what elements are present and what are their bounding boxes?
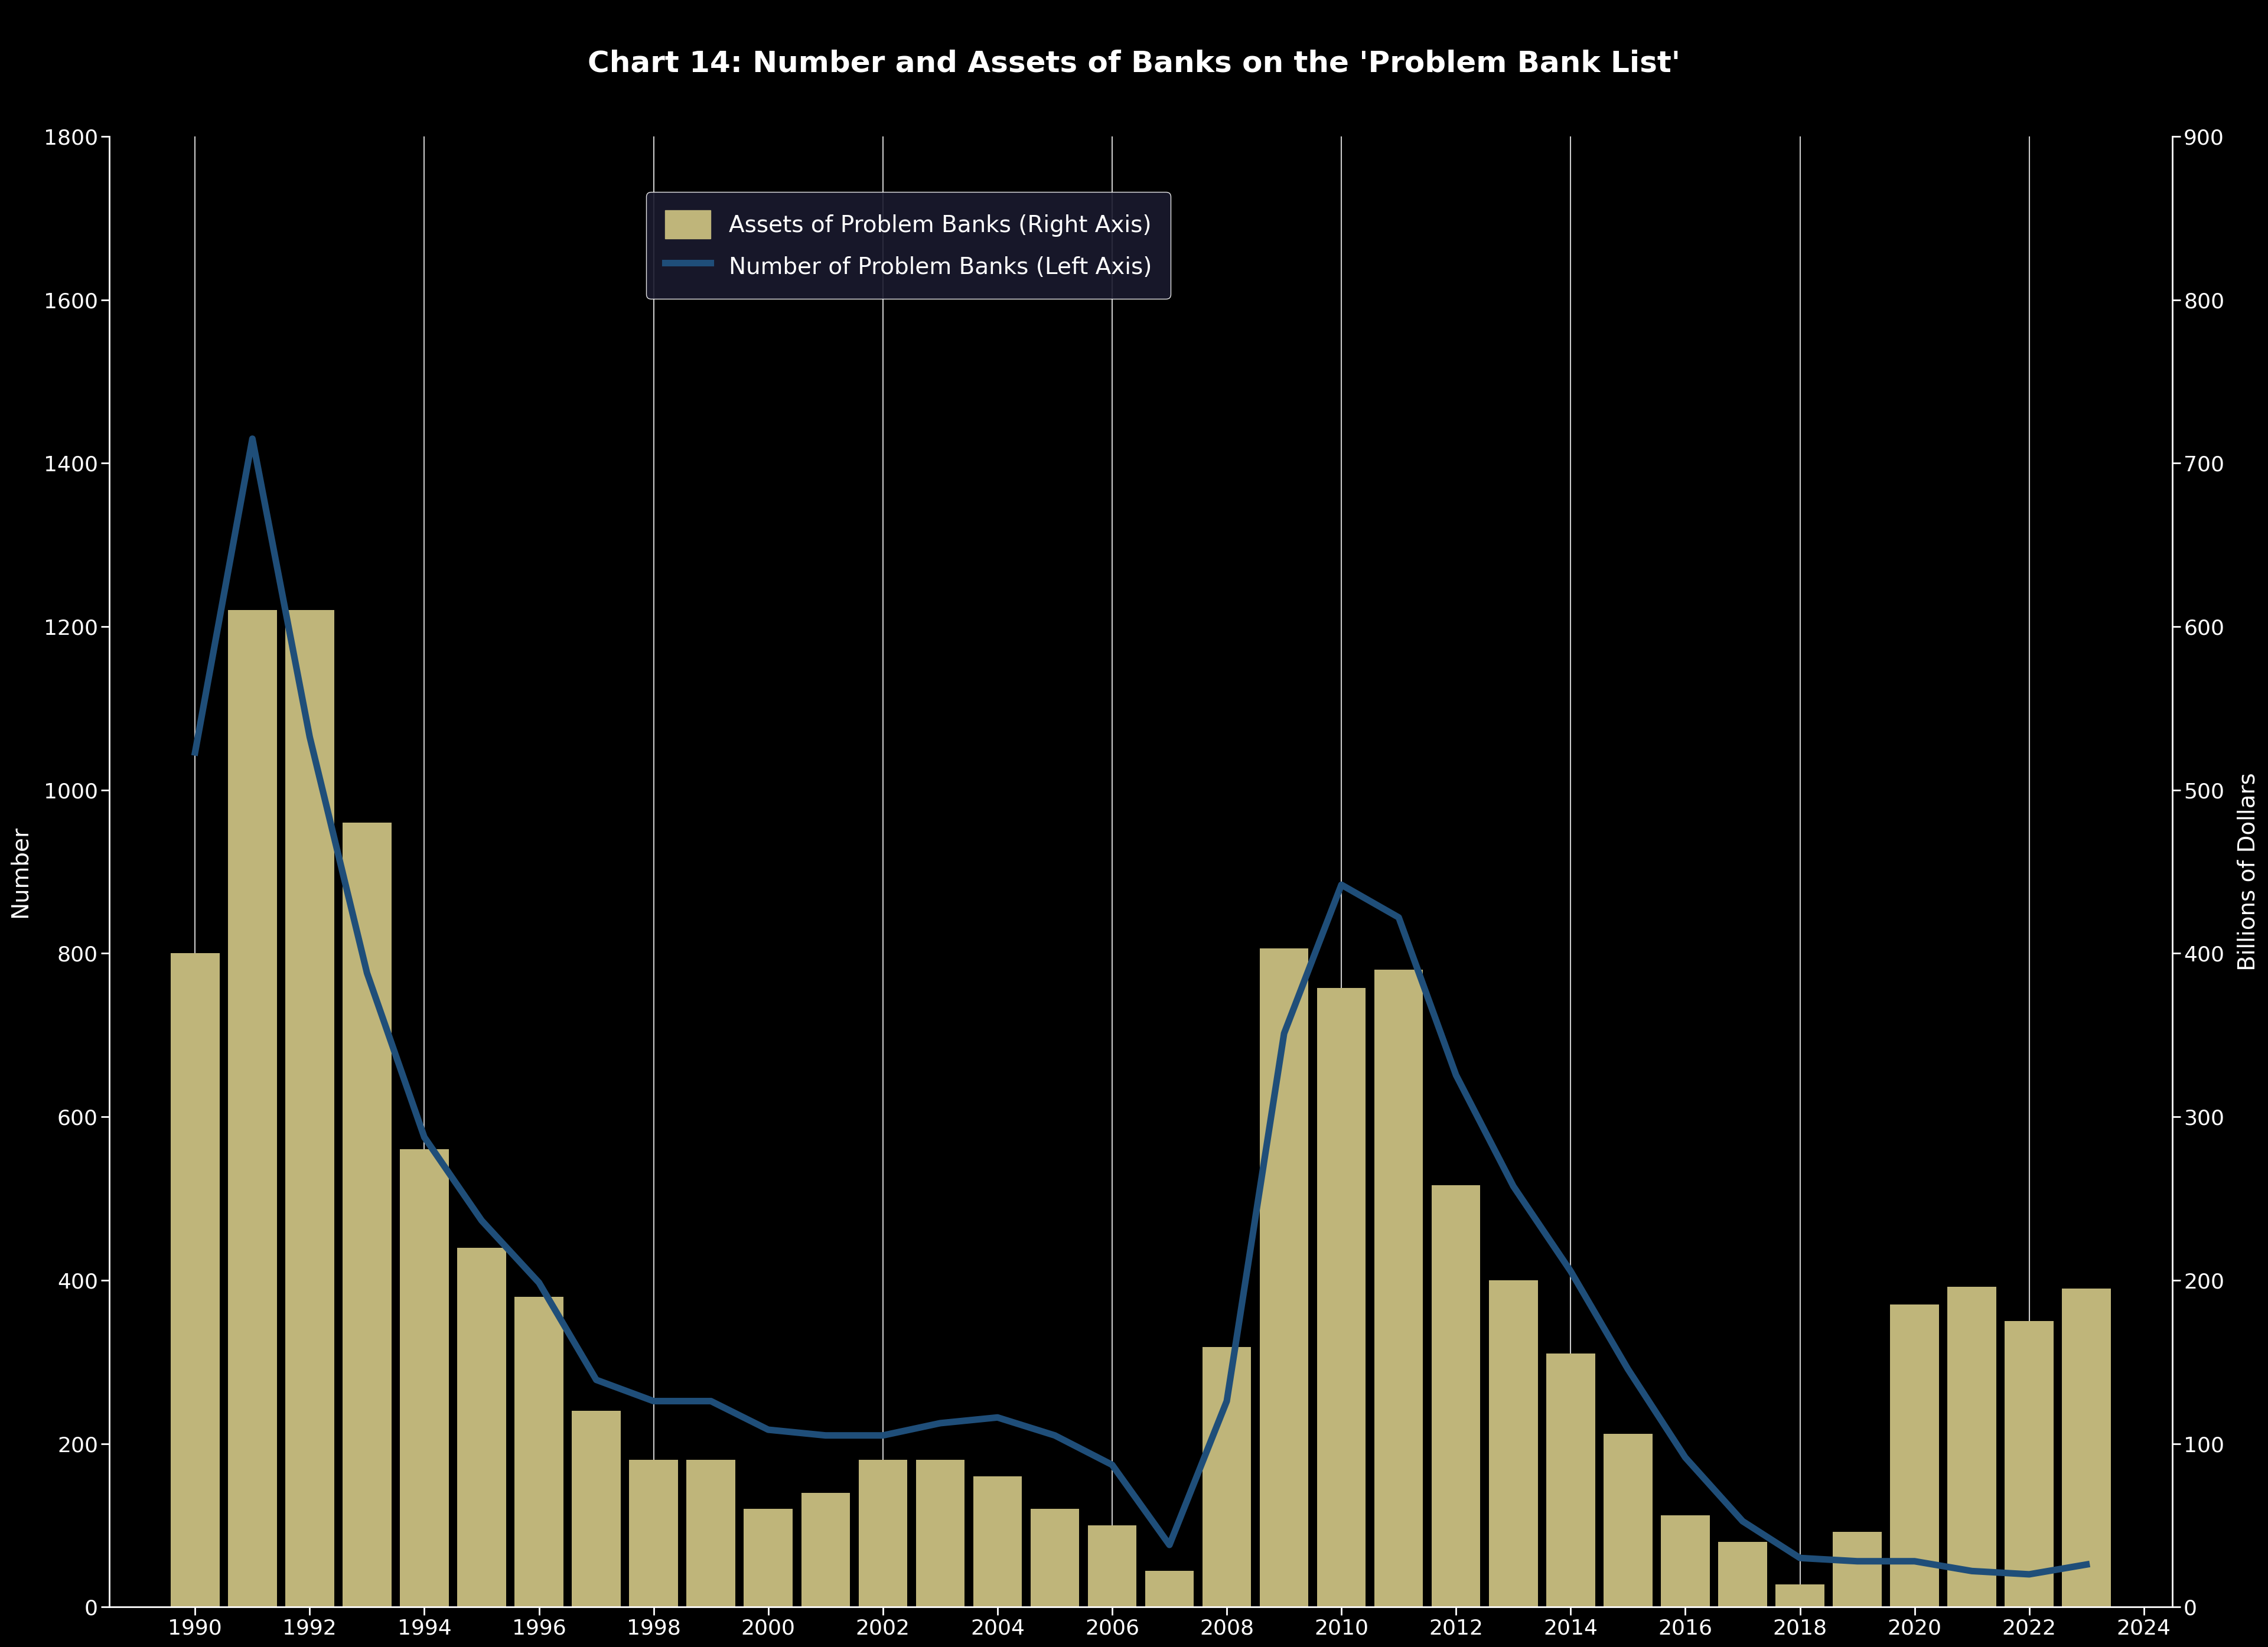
Bar bbox=[1889, 1304, 1939, 1607]
Bar bbox=[170, 954, 220, 1607]
Bar bbox=[1948, 1286, 1996, 1607]
Bar bbox=[1776, 1584, 1823, 1607]
Bar bbox=[1660, 1515, 1710, 1607]
Bar bbox=[229, 611, 277, 1607]
Bar bbox=[342, 822, 392, 1607]
Bar bbox=[1374, 970, 1422, 1607]
Bar bbox=[1490, 1280, 1538, 1607]
Bar bbox=[1202, 1347, 1252, 1607]
Bar bbox=[744, 1509, 792, 1607]
Bar bbox=[286, 611, 333, 1607]
Bar bbox=[399, 1150, 449, 1607]
Y-axis label: Billions of Dollars: Billions of Dollars bbox=[2236, 772, 2259, 970]
Bar bbox=[1259, 949, 1309, 1607]
Bar bbox=[572, 1411, 621, 1607]
Bar bbox=[860, 1459, 907, 1607]
Bar bbox=[2062, 1288, 2112, 1607]
Bar bbox=[687, 1459, 735, 1607]
Bar bbox=[1318, 988, 1365, 1607]
Bar bbox=[628, 1459, 678, 1607]
Bar bbox=[1719, 1542, 1767, 1607]
Text: Chart 14: Number and Assets of Banks on the 'Problem Bank List': Chart 14: Number and Assets of Banks on … bbox=[587, 49, 1681, 77]
Bar bbox=[458, 1247, 506, 1607]
Bar bbox=[801, 1492, 850, 1607]
Bar bbox=[1030, 1509, 1080, 1607]
Bar bbox=[973, 1476, 1023, 1607]
Bar bbox=[1145, 1571, 1193, 1607]
Bar bbox=[515, 1296, 562, 1607]
Bar bbox=[1833, 1532, 1882, 1607]
Bar bbox=[1547, 1354, 1594, 1607]
Legend: Assets of Problem Banks (Right Axis), Number of Problem Banks (Left Axis): Assets of Problem Banks (Right Axis), Nu… bbox=[646, 193, 1170, 298]
Y-axis label: Number: Number bbox=[9, 825, 32, 917]
Bar bbox=[916, 1459, 964, 1607]
Bar bbox=[1603, 1435, 1653, 1607]
Bar bbox=[2005, 1321, 2053, 1607]
Bar bbox=[1431, 1186, 1481, 1607]
Bar bbox=[1089, 1525, 1136, 1607]
